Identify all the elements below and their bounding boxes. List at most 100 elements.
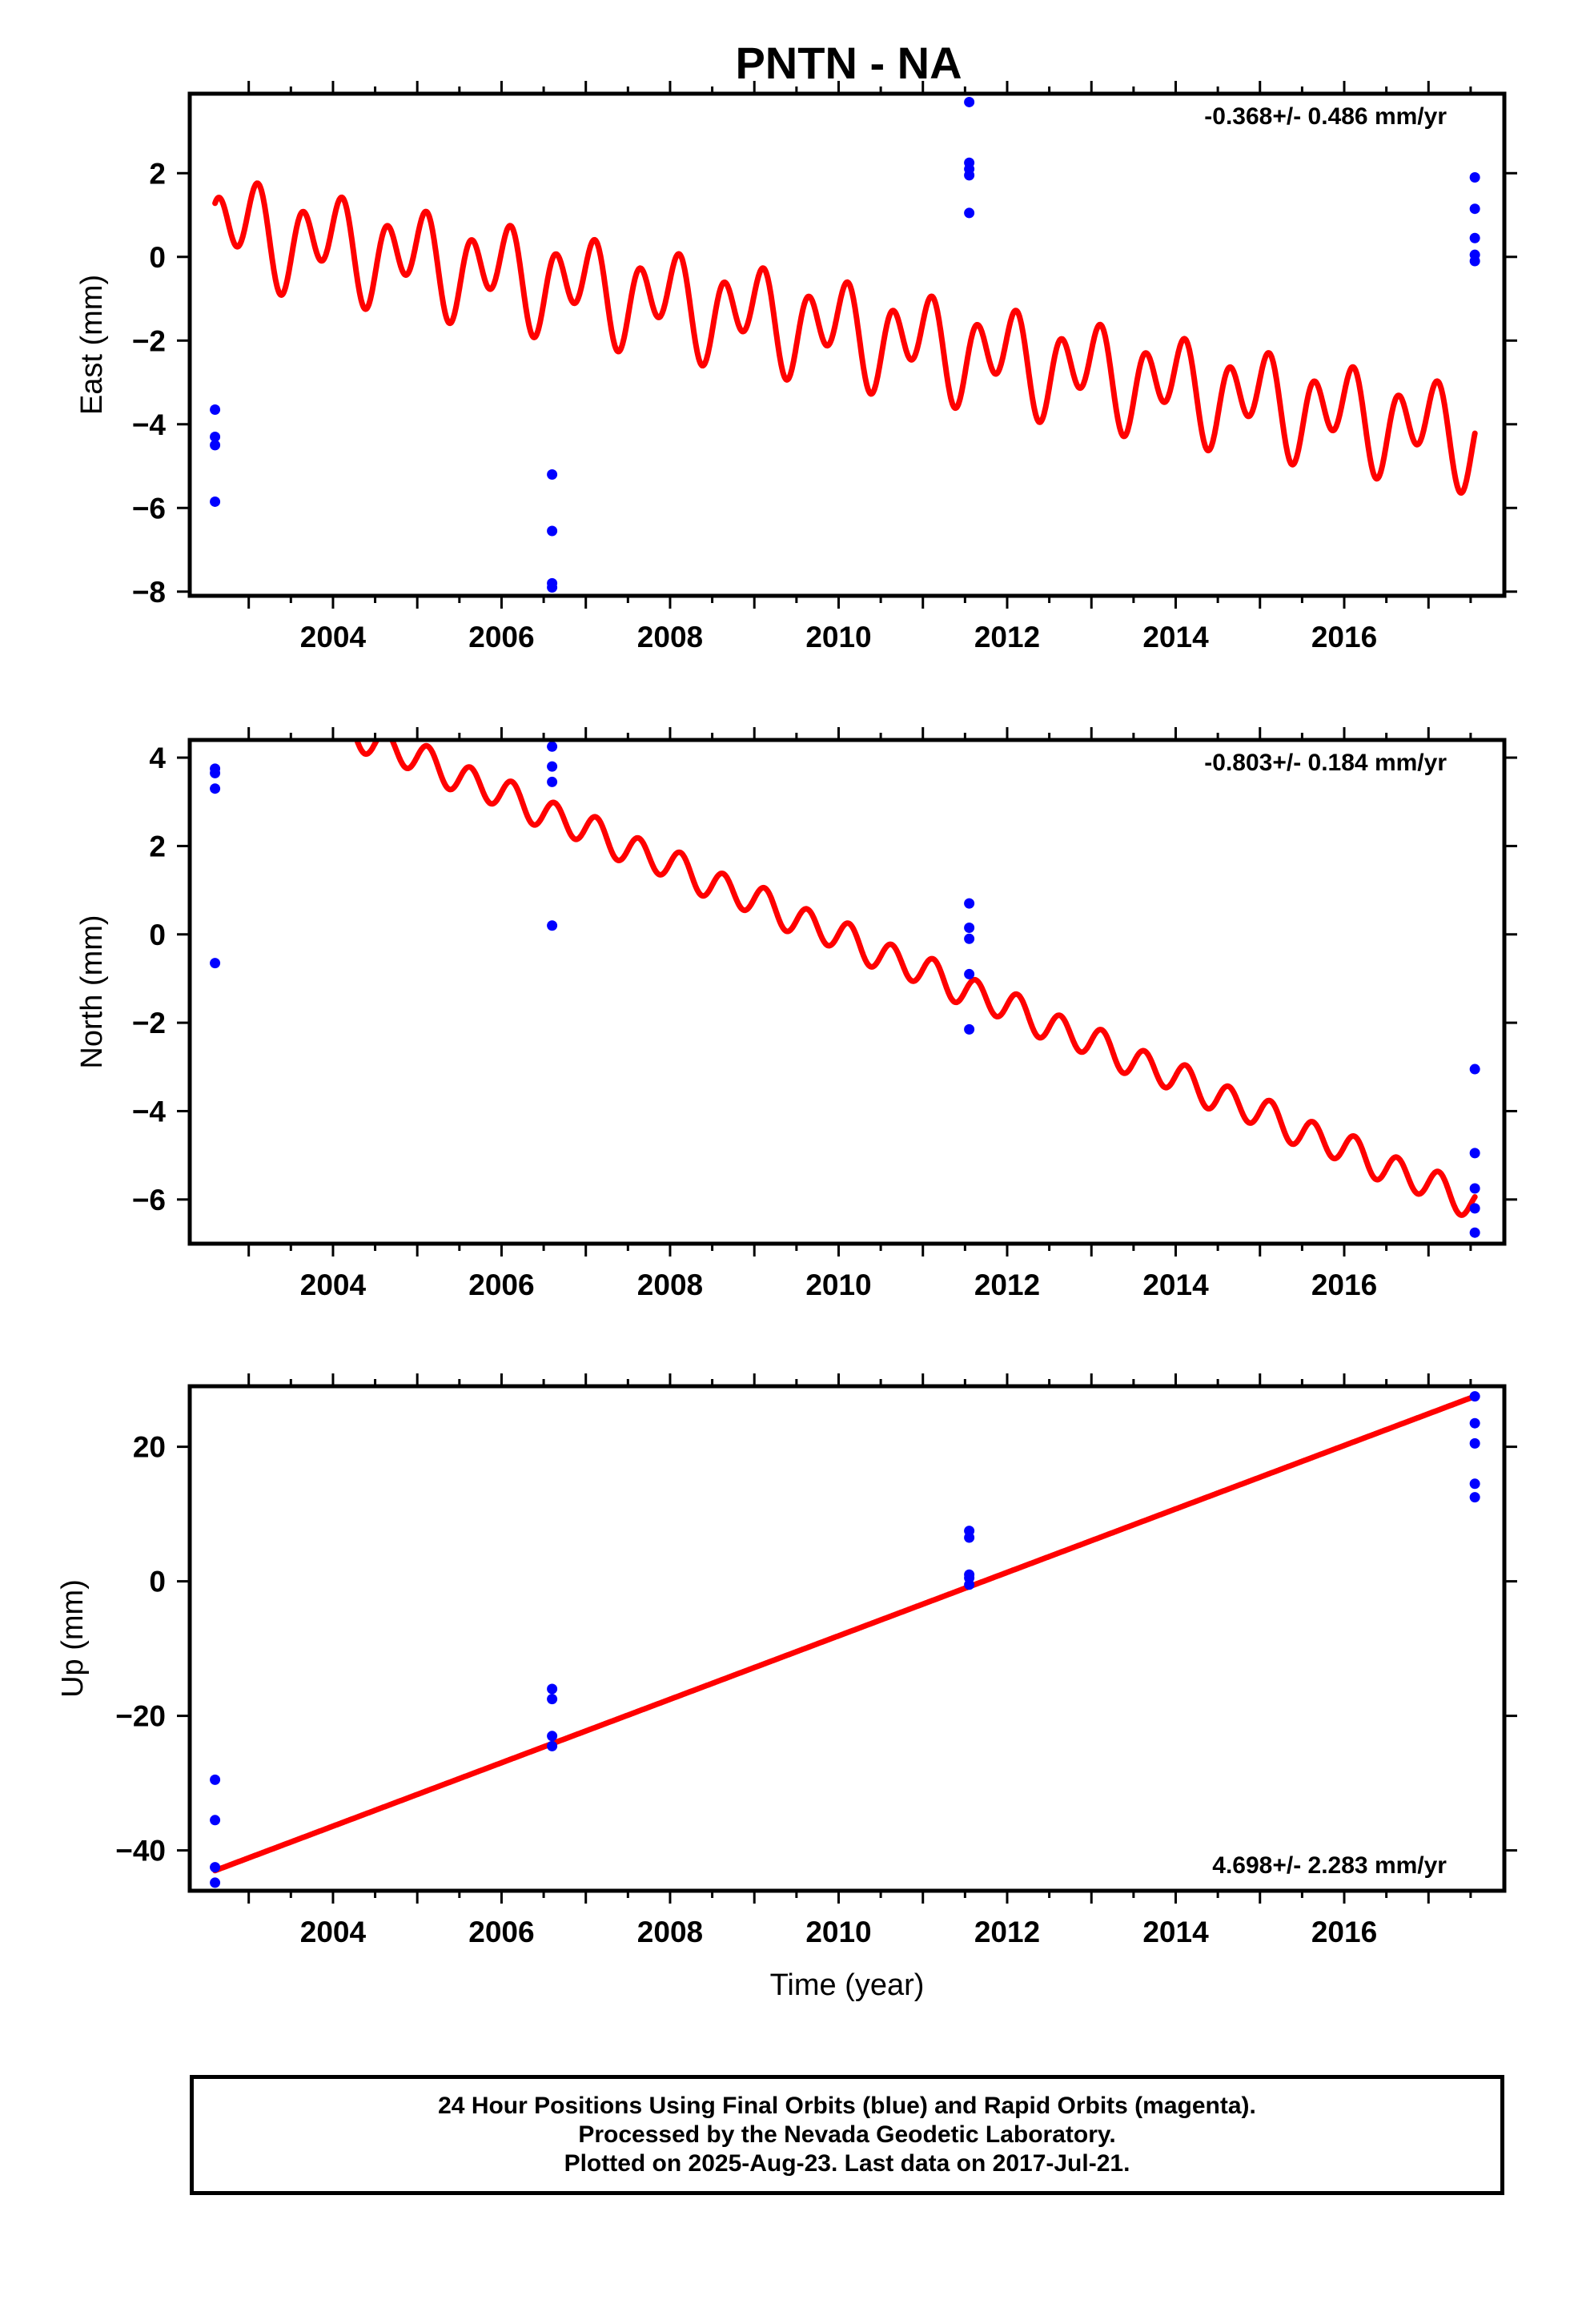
data-point (964, 1579, 975, 1590)
y-tick-label: 0 (149, 241, 166, 274)
plot-frame (187, 1384, 1507, 1893)
y-tick-label: 2 (149, 157, 166, 190)
y-tick-label: −6 (132, 1184, 166, 1216)
data-point (547, 1694, 558, 1705)
model-curve (212, 180, 1478, 496)
x-tick-label: 2016 (1311, 1916, 1377, 1948)
velocity-label: 4.698+/- 2.283 mm/yr (1212, 1852, 1447, 1879)
data-point (547, 525, 558, 537)
x-tick-label: 2016 (1311, 621, 1377, 653)
y-tick-label: −2 (132, 324, 166, 357)
x-tick-label: 2014 (1142, 621, 1209, 653)
data-point (210, 767, 221, 778)
data-point (1469, 1148, 1480, 1159)
x-tick-label: 2004 (300, 1269, 367, 1301)
x-axis-label: Time (year) (770, 1968, 925, 2002)
y-tick-label: 20 (133, 1431, 166, 1464)
data-point (964, 170, 975, 181)
y-tick-label: 4 (149, 742, 166, 774)
data-point (964, 1532, 975, 1543)
data-point (1469, 1183, 1480, 1194)
data-point (210, 1774, 221, 1785)
y-axis-label: East (mm) (75, 275, 109, 415)
data-point (964, 1023, 975, 1035)
y-tick-label: 0 (149, 919, 166, 951)
y-tick-label: −4 (132, 408, 167, 441)
velocity-label: -0.368+/- 0.486 mm/yr (1204, 103, 1447, 130)
data-point (210, 440, 221, 451)
data-point (547, 1683, 558, 1695)
x-tick-label: 2006 (468, 1269, 534, 1301)
data-point (210, 1862, 221, 1873)
y-tick-label: −40 (115, 1835, 166, 1868)
data-point (547, 741, 558, 752)
data-point (1469, 203, 1480, 215)
data-point (964, 96, 975, 107)
data-point (1469, 172, 1480, 183)
y-tick-label: −8 (132, 576, 166, 609)
panel-east: 2004 2006 2008 2010 2012 2014 2016 2 0 −2 −4 −6 −8 Ea… (75, 81, 1517, 653)
data-point (964, 968, 975, 979)
panel-up: 2004 2006 2008 2010 2012 2014 2016 20 0 −20 −40 Up … (56, 1373, 1517, 1948)
data-point (547, 776, 558, 787)
figure-title: PNTN - NA (735, 38, 962, 88)
data-point (1469, 1227, 1480, 1238)
footer-box: 24 Hour Positions Using Final Orbits (bl… (190, 2075, 1504, 2195)
data-point (547, 920, 558, 931)
x-tick-label: 2010 (805, 1269, 871, 1301)
data-point (210, 958, 221, 969)
footer-line-1: 24 Hour Positions Using Final Orbits (bl… (438, 2093, 1256, 2119)
data-point (1469, 1437, 1480, 1449)
x-tick-label: 2014 (1142, 1916, 1209, 1948)
data-point (547, 1740, 558, 1751)
x-tick-label: 2012 (974, 621, 1040, 653)
model-curve (212, 1393, 1478, 1874)
panels: 2004 2006 2008 2010 2012 2014 201620−2−4−6−8Ea… (56, 81, 1517, 1948)
data-point (1469, 1391, 1480, 1402)
data-point (1469, 1203, 1480, 1214)
plot-area (210, 1391, 1480, 1888)
x-tick-label: 2004 (300, 621, 367, 653)
x-tick-label: 2006 (468, 1916, 534, 1948)
velocity-label: -0.803+/- 0.184 mm/yr (1204, 750, 1447, 776)
data-point (210, 431, 221, 442)
data-point (210, 783, 221, 794)
data-point (964, 898, 975, 909)
y-tick-label: −20 (115, 1700, 166, 1733)
data-point (1469, 1417, 1480, 1429)
data-point (1469, 255, 1480, 267)
plot-area (210, 740, 1480, 1238)
model-curve (353, 740, 1478, 1218)
data-point (1469, 1492, 1480, 1503)
x-tick-label: 2010 (805, 1916, 871, 1948)
data-point (1469, 232, 1480, 243)
plot-area (210, 96, 1480, 593)
data-point (547, 468, 558, 480)
x-tick-label: 2012 (974, 1269, 1040, 1301)
y-tick-label: 0 (149, 1566, 166, 1598)
x-tick-label: 2004 (300, 1916, 367, 1948)
x-tick-label: 2008 (637, 621, 703, 653)
data-point (964, 933, 975, 944)
data-point (547, 1731, 558, 1742)
y-tick-label: −4 (132, 1095, 167, 1128)
data-point (964, 207, 975, 219)
x-tick-label: 2016 (1311, 1269, 1377, 1301)
x-tick-label: 2008 (637, 1269, 703, 1301)
footer-line-3: Plotted on 2025-Aug-23. Last data on 201… (564, 2150, 1130, 2177)
data-point (547, 582, 558, 593)
data-point (964, 922, 975, 933)
x-tick-label: 2012 (974, 1916, 1040, 1948)
y-tick-label: 2 (149, 830, 166, 862)
data-point (210, 404, 221, 415)
data-point (1469, 1063, 1480, 1075)
x-tick-label: 2010 (805, 621, 871, 653)
x-tick-label: 2014 (1142, 1269, 1209, 1301)
plot-frame (187, 738, 1507, 1246)
data-point (1469, 1478, 1480, 1490)
y-axis-label: North (mm) (75, 915, 109, 1068)
panel-north: 2004 2006 2008 2010 2012 2014 2016 4 2 0 −2 −4 −6 Nor… (75, 727, 1517, 1301)
plot-frame (187, 91, 1507, 598)
y-axis-label: Up (mm) (56, 1579, 90, 1698)
